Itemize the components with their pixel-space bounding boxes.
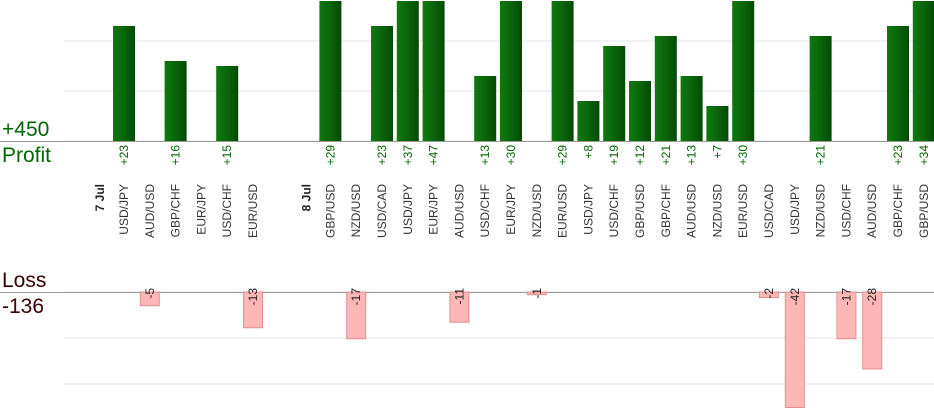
profit-bar bbox=[887, 26, 909, 141]
pair-label: EUR/JPY bbox=[427, 184, 441, 235]
profit-value-label: +29 bbox=[556, 145, 570, 166]
profit-value-label: +29 bbox=[323, 145, 337, 166]
pair-label: NZD/USD bbox=[710, 184, 724, 238]
date-label: 8 Jul bbox=[299, 184, 313, 211]
profit-value-label: +21 bbox=[659, 145, 673, 166]
loss-value-label: -2 bbox=[762, 288, 776, 299]
pair-label: AUD/USD bbox=[865, 184, 879, 238]
profit-value-label: +12 bbox=[633, 145, 647, 166]
profit-value-label: +34 bbox=[917, 145, 931, 166]
profit-value-label: +19 bbox=[607, 145, 621, 166]
loss-value-label: -5 bbox=[143, 288, 157, 299]
pair-label: GBP/USD bbox=[323, 184, 337, 238]
loss-bar bbox=[243, 291, 263, 329]
pair-label: AUD/USD bbox=[143, 184, 157, 238]
profit-value-label: +8 bbox=[581, 145, 595, 159]
pair-label: USD/CAD bbox=[375, 184, 389, 238]
profit-value-label: +30 bbox=[504, 145, 518, 166]
date-label: 7 Jul bbox=[93, 184, 107, 211]
pair-label: NZD/USD bbox=[814, 184, 828, 238]
pair-label: AUD/USD bbox=[452, 184, 466, 238]
pair-label: NZD/USD bbox=[349, 184, 363, 238]
loss-bar bbox=[449, 291, 470, 323]
pair-label: USD/JPY bbox=[117, 184, 131, 235]
profit-value-label: +37 bbox=[401, 145, 415, 166]
profit-bar bbox=[629, 81, 651, 141]
profit-bar bbox=[396, 1, 419, 141]
profit-value-label: +7 bbox=[710, 145, 724, 159]
profit-bar bbox=[113, 26, 135, 141]
profit-total: +450 bbox=[2, 118, 50, 141]
profit-value-label: +16 bbox=[169, 145, 183, 166]
pair-label: EUR/USD bbox=[556, 184, 570, 238]
profit-bar bbox=[577, 101, 600, 141]
loss-value-label: -1 bbox=[530, 288, 544, 299]
pair-label: GBP/USD bbox=[917, 184, 931, 238]
profit-bar bbox=[422, 1, 445, 141]
pair-label: EUR/JPY bbox=[504, 184, 518, 235]
pair-label: USD/JPY bbox=[401, 184, 415, 235]
profit-bar bbox=[319, 1, 342, 141]
profit-bar bbox=[706, 106, 729, 141]
pair-label: USD/JPY bbox=[788, 184, 802, 235]
pair-label: AUD/USD bbox=[685, 184, 699, 238]
profit-label: Profit bbox=[2, 144, 52, 167]
pair-label: USD/CHF bbox=[478, 184, 492, 237]
profit-bar bbox=[603, 46, 626, 141]
pair-label: USD/CHF bbox=[607, 184, 621, 237]
profit-bar bbox=[474, 76, 497, 141]
loss-bar bbox=[759, 291, 779, 298]
pair-label: GBP/CHF bbox=[659, 184, 673, 237]
profit-bar bbox=[500, 1, 522, 141]
profit-value-label: +23 bbox=[891, 145, 905, 166]
profit-bar bbox=[371, 26, 393, 141]
loss-value-label: -13 bbox=[246, 288, 260, 306]
loss-value-label: -42 bbox=[788, 288, 802, 306]
profit-bar bbox=[680, 76, 703, 141]
profit-bar bbox=[732, 1, 755, 141]
loss-bar bbox=[862, 291, 883, 370]
profit-bar bbox=[551, 1, 574, 141]
pair-label: USD/JPY bbox=[581, 184, 595, 235]
loss-total: -136 bbox=[2, 295, 45, 318]
loss-bar bbox=[346, 291, 367, 340]
loss-label: Loss bbox=[2, 269, 47, 292]
loss-bar bbox=[836, 291, 857, 340]
profit-value-label: +30 bbox=[736, 145, 750, 166]
pair-label: USD/CAD bbox=[762, 184, 776, 238]
profit-value-label: +23 bbox=[375, 145, 389, 166]
profit-value-label: +23 bbox=[117, 145, 131, 166]
profit-bar bbox=[912, 1, 934, 141]
profit-bar bbox=[164, 61, 187, 141]
pair-label: EUR/JPY bbox=[194, 184, 208, 235]
profit-value-label: +13 bbox=[478, 145, 492, 166]
pair-label: GBP/CHF bbox=[891, 184, 905, 237]
pair-label: GBP/CHF bbox=[169, 184, 183, 237]
pair-label: USD/CHF bbox=[839, 184, 853, 237]
loss-value-label: -11 bbox=[452, 288, 466, 305]
loss-bar bbox=[526, 291, 547, 296]
profit-bar bbox=[654, 36, 677, 141]
profit-value-label: +15 bbox=[220, 145, 234, 166]
loss-bar bbox=[139, 291, 160, 307]
loss-value-label: -17 bbox=[839, 288, 853, 306]
loss-value-label: -17 bbox=[349, 288, 363, 306]
pair-label: NZD/USD bbox=[530, 184, 544, 238]
profit-value-label: +21 bbox=[814, 145, 828, 166]
pair-label: EUR/USD bbox=[736, 184, 750, 238]
profit-bar bbox=[809, 36, 832, 141]
profit-value-label: +13 bbox=[685, 145, 699, 166]
pair-label: GBP/USD bbox=[633, 184, 647, 238]
profit-bar bbox=[216, 66, 239, 141]
loss-value-label: -28 bbox=[865, 288, 879, 306]
pair-label: EUR/USD bbox=[246, 184, 260, 238]
loss-bar bbox=[784, 291, 805, 408]
profit-value-label: +47 bbox=[427, 145, 441, 166]
pair-label: USD/CHF bbox=[220, 184, 234, 237]
